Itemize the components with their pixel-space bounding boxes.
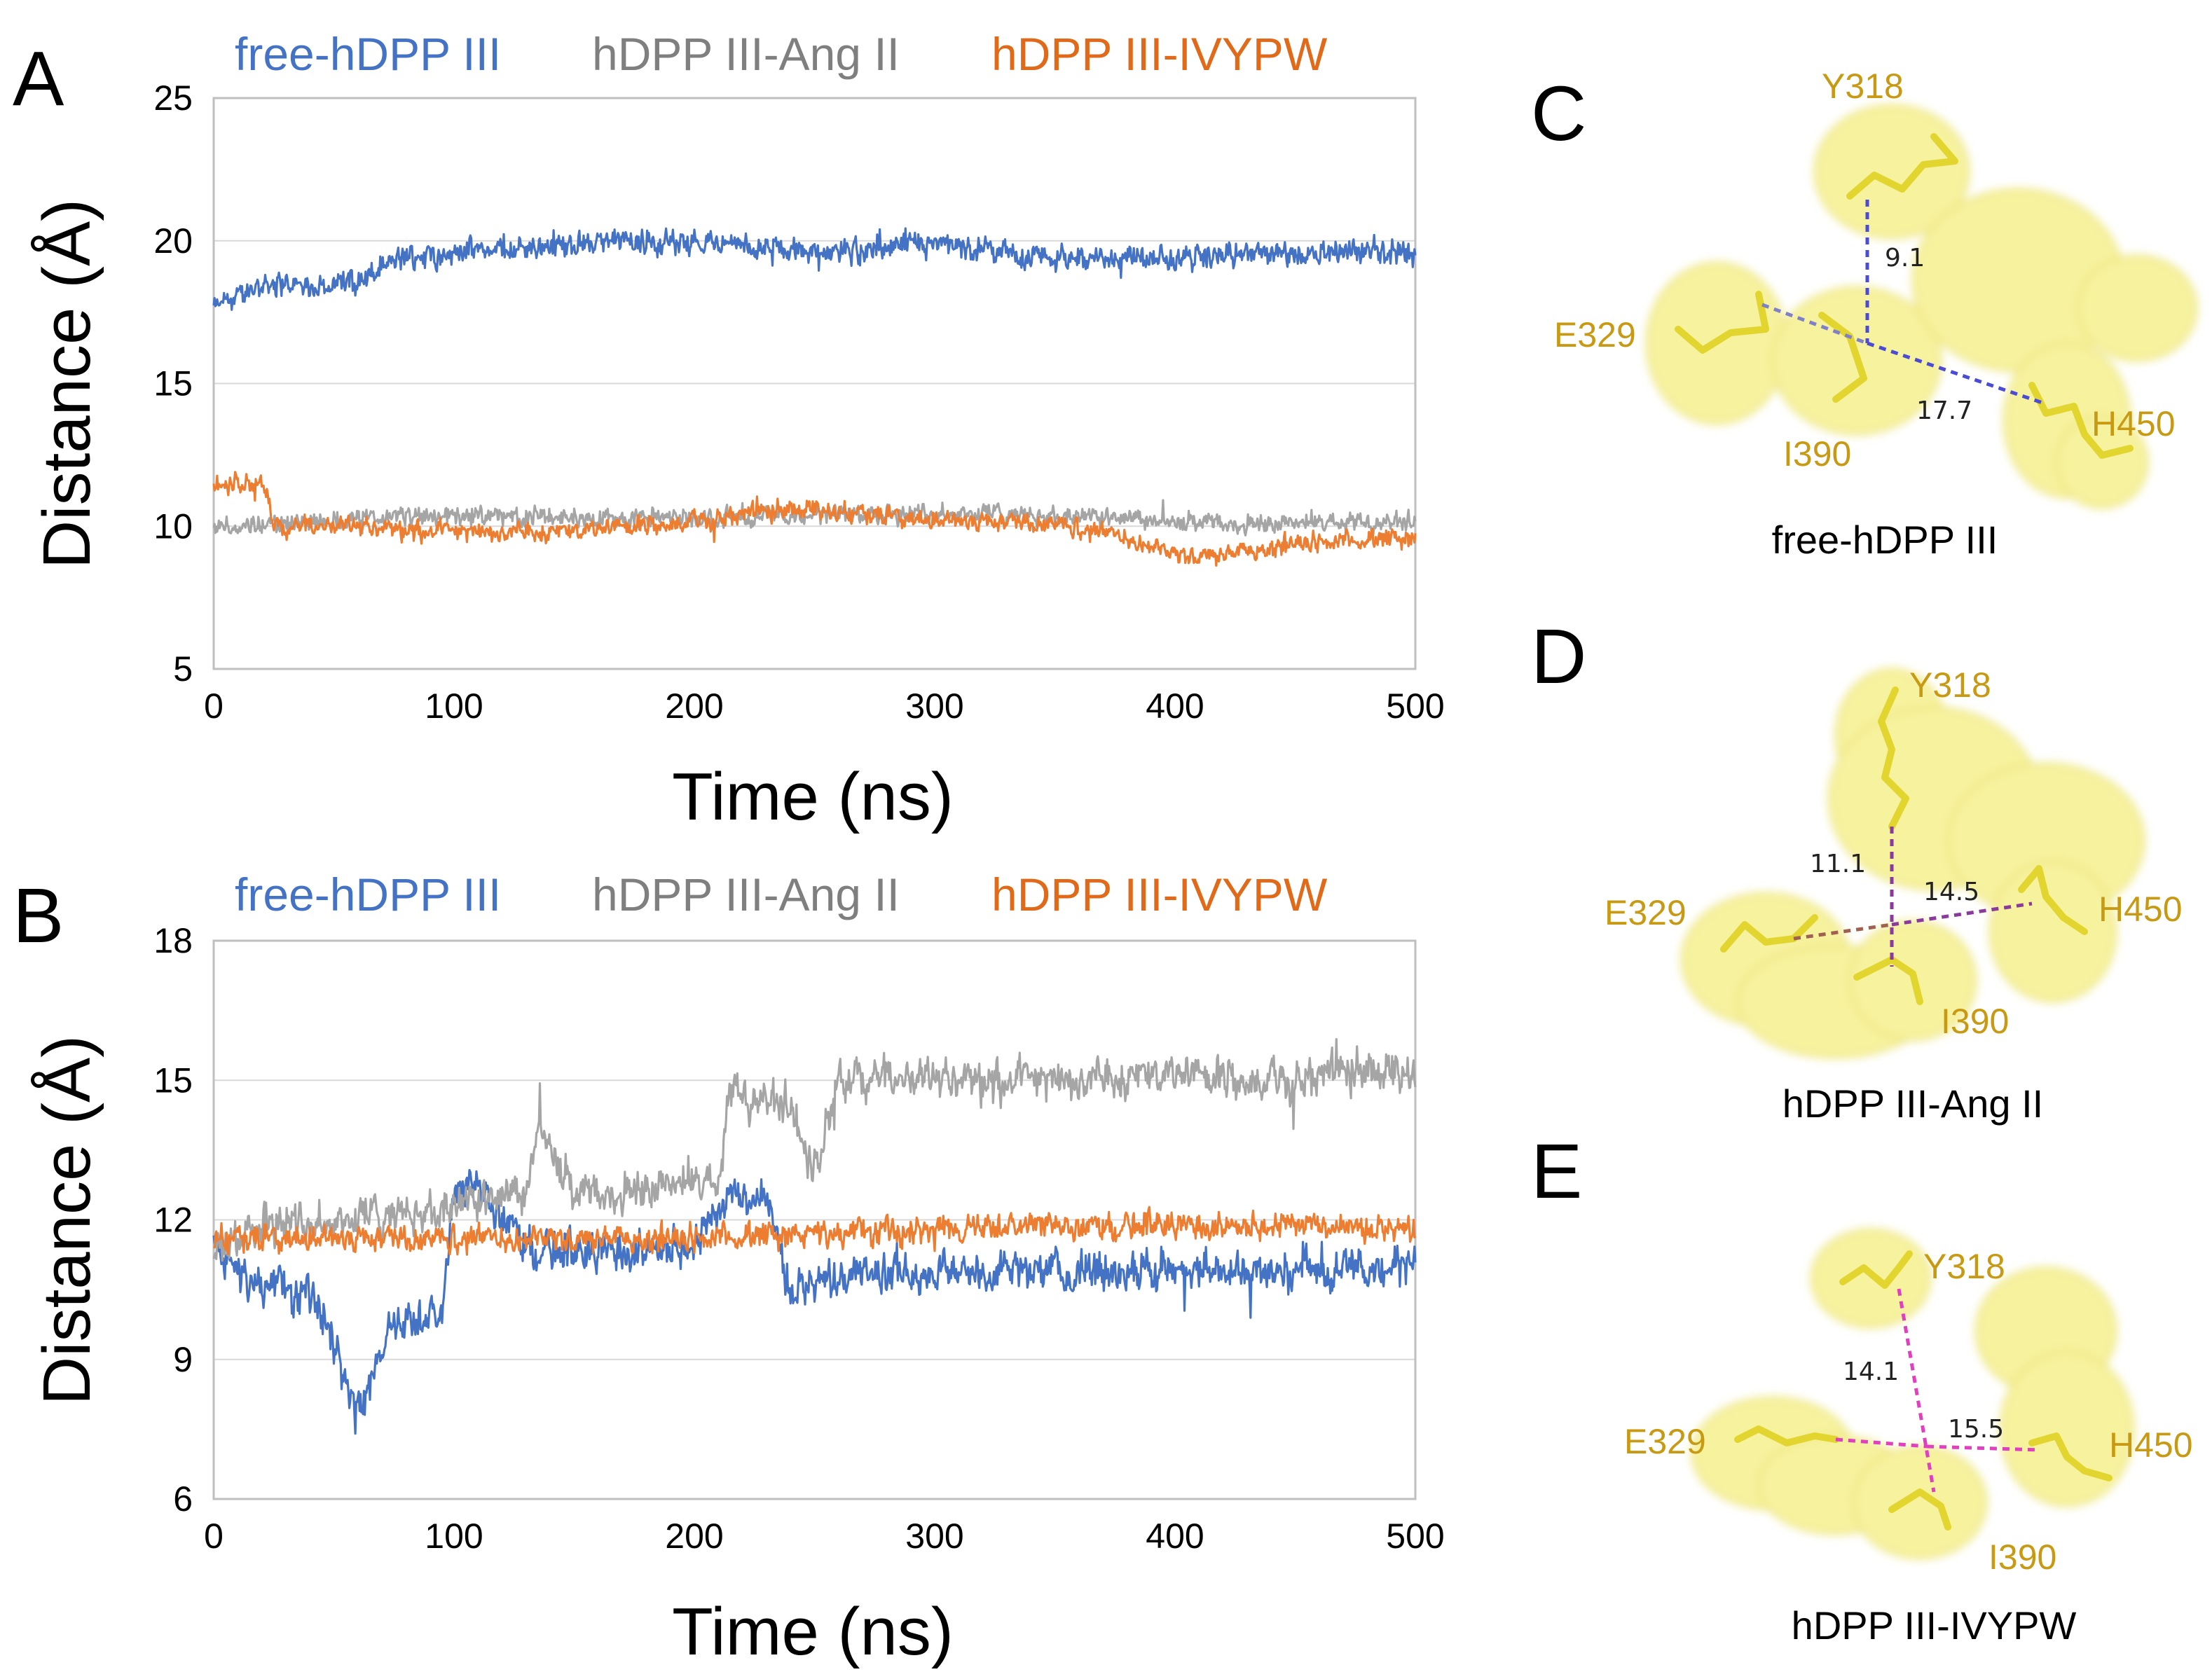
molecular-surface-c (1645, 104, 2198, 509)
x-tick-label-b-3: 300 (905, 1516, 963, 1556)
x-ticks-a: 0 100 200 300 400 500 (204, 686, 1445, 726)
y-ticks-b: 6 9 12 15 18 (153, 921, 193, 1519)
structure-title-d: hDPP III-Ang II (1782, 1082, 2043, 1126)
series-lines-a (212, 227, 1417, 567)
residue-label-d-i390: I390 (1941, 1002, 2009, 1041)
y-tick-label-a-3: 20 (153, 221, 193, 261)
x-tick-label-a-3: 300 (905, 686, 963, 726)
y-tick-label-a-4: 25 (153, 78, 193, 118)
structure-title-c: free-hDPP III (1772, 518, 1998, 562)
x-tick-label-b-1: 100 (425, 1516, 483, 1556)
distance-label-d-2: 14.5 (1923, 878, 1979, 906)
series-lines-b (212, 1037, 1417, 1435)
molecular-surface-e (1691, 1228, 2135, 1560)
series-line-b-2 (212, 1205, 1417, 1256)
structure-panel-d: D Y318 E329 I390 H450 11.1 14.5 hDPP III… (1531, 614, 2183, 1126)
distance-lines-e (1835, 1288, 2040, 1493)
residue-label-c-e329: E329 (1554, 315, 1636, 354)
y-axis-title-a: Distance (Å) (29, 199, 104, 569)
residue-label-c-i390: I390 (1783, 434, 1851, 474)
legend-b: free-hDPP III hDPP III-Ang II hDPP III-I… (235, 869, 1328, 920)
y-tick-label-a-1: 10 (153, 506, 193, 546)
distance-lines-d (1793, 827, 2033, 967)
residue-label-e-h450: H450 (2109, 1425, 2193, 1465)
plot-frame-a (212, 97, 1417, 670)
legend-b-free: free-hDPP III (235, 869, 501, 920)
x-tick-label-b-5: 500 (1386, 1516, 1444, 1556)
legend-a-angii: hDPP III-Ang II (592, 28, 900, 80)
x-tick-label-a-1: 100 (425, 686, 483, 726)
x-tick-label-a-5: 500 (1386, 686, 1444, 726)
residue-label-c-y318: Y318 (1822, 67, 1904, 106)
residue-label-d-h450: H450 (2098, 890, 2183, 929)
series-line-a-0 (212, 227, 1417, 311)
legend-a: free-hDPP III hDPP III-Ang II hDPP III-I… (235, 28, 1328, 80)
plot-frame-b (212, 939, 1417, 1500)
y-tick-label-b-0: 6 (173, 1479, 193, 1519)
x-tick-label-b-2: 200 (665, 1516, 723, 1556)
y-tick-label-b-2: 12 (153, 1201, 193, 1240)
series-line-b-0 (212, 1168, 1417, 1435)
residue-label-d-y318: Y318 (1909, 665, 1991, 705)
x-axis-title-a: Time (ns) (672, 759, 954, 834)
distance-lines-c (1761, 200, 2043, 405)
y-tick-label-b-4: 18 (153, 921, 193, 960)
y-tick-label-b-3: 15 (153, 1060, 193, 1100)
x-axis-title-b: Time (ns) (672, 1594, 954, 1669)
distance-label-e-1: 14.1 (1843, 1357, 1899, 1386)
structure-title-e: hDPP III-IVYPW (1792, 1603, 2077, 1647)
x-tick-label-a-2: 200 (665, 686, 723, 726)
y-axis-title-b: Distance (Å) (29, 1035, 104, 1405)
chart-panel-a: A free-hDPP III hDPP III-Ang II hDPP III… (13, 28, 1445, 834)
legend-b-ivypw: hDPP III-IVYPW (991, 869, 1328, 920)
legend-a-free: free-hDPP III (235, 28, 501, 80)
residue-label-e-y318: Y318 (1923, 1247, 2005, 1286)
distance-label-c-1: 9.1 (1885, 244, 1925, 272)
panel-letter-d: D (1531, 614, 1586, 700)
series-line-a-2 (212, 471, 1417, 567)
legend-a-ivypw: hDPP III-IVYPW (991, 28, 1328, 80)
x-ticks-b: 0 100 200 300 400 500 (204, 1516, 1445, 1556)
panel-letter-c: C (1531, 71, 1586, 157)
y-tick-label-b-1: 9 (173, 1340, 193, 1379)
distance-label-d-1: 11.1 (1810, 850, 1866, 878)
gridlines-a (214, 97, 1415, 670)
x-tick-label-a-0: 0 (204, 686, 224, 726)
distance-label-e-2: 15.5 (1948, 1415, 2004, 1444)
residue-label-c-h450: H450 (2091, 404, 2176, 443)
distance-label-c-2: 17.7 (1916, 396, 1972, 425)
residue-sticks-e (1734, 1250, 2113, 1531)
series-line-b-1 (212, 1037, 1417, 1262)
y-tick-label-a-0: 5 (173, 649, 193, 689)
residue-label-e-i390: I390 (1988, 1538, 2056, 1577)
panel-letter-e: E (1531, 1128, 1582, 1215)
y-ticks-a: 5 10 15 20 25 (153, 78, 193, 689)
panel-letter-a: A (13, 36, 64, 122)
x-tick-label-b-0: 0 (204, 1516, 224, 1556)
structure-panel-e: E Y318 E329 I390 H450 14.1 15.5 hDPP III… (1531, 1128, 2193, 1647)
panel-letter-b: B (13, 873, 64, 959)
residue-sticks-c (1675, 133, 2134, 459)
chart-panel-b: B free-hDPP III hDPP III-Ang II hDPP III… (13, 869, 1445, 1669)
x-tick-label-b-4: 400 (1146, 1516, 1204, 1556)
residue-label-d-e329: E329 (1605, 893, 1687, 932)
structure-panel-c: C Y318 E329 I390 H450 9.1 17.7 free-hDPP… (1531, 67, 2198, 562)
x-tick-label-a-4: 400 (1146, 686, 1204, 726)
residue-label-e-e329: E329 (1624, 1422, 1706, 1461)
y-tick-label-a-2: 15 (153, 364, 193, 403)
legend-b-angii: hDPP III-Ang II (592, 869, 900, 920)
molecular-surface-d (1680, 668, 2145, 1059)
